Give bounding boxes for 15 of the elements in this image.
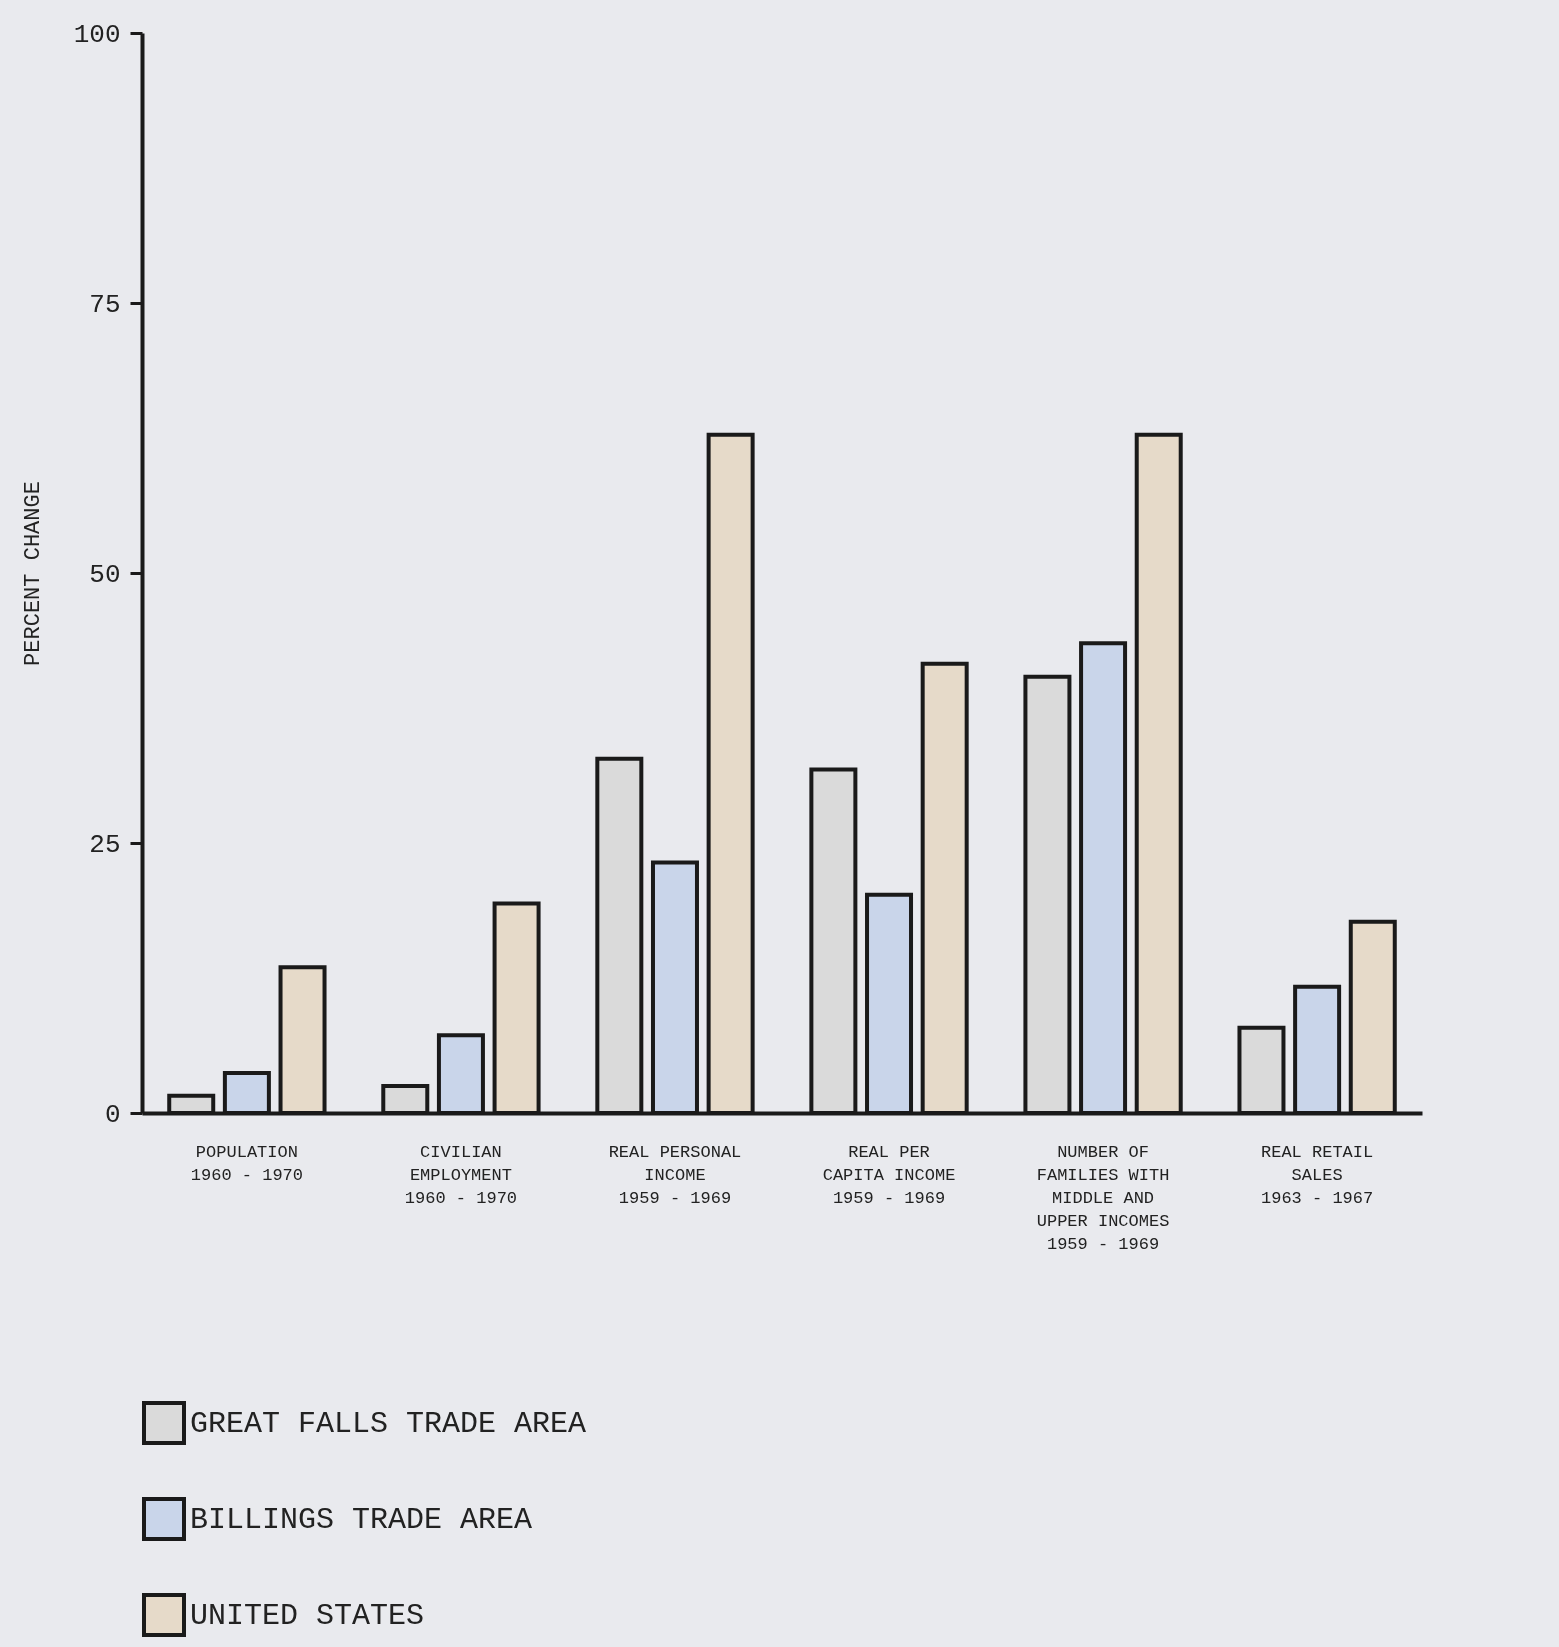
x-tick-label: CIVILIAN EMPLOYMENT 1960 - 1970 (404, 1142, 518, 1208)
x-tick-label: REAL RETAIL SALES 1963 - 1967 (1261, 1142, 1374, 1208)
legend-label: BILLINGS TRADE AREA (190, 1503, 533, 1537)
y-tick-label: 25 (89, 829, 121, 860)
x-tick-label: POPULATION 1960 - 1970 (190, 1142, 303, 1185)
y-axis-title: PERCENT CHANGE (20, 481, 46, 666)
legend-label: UNITED STATES (190, 1599, 425, 1633)
y-tick-label: 50 (89, 559, 121, 590)
x-tick-label: NUMBER OF FAMILIES WITH MIDDLE AND UPPER INCOMES 1959 - 1969 (1036, 1142, 1170, 1254)
x-tick-label: REAL PERSONAL INCOME 1959 - 1969 (608, 1142, 742, 1208)
x-tick-label: REAL PER CAPITA INCOME 1959 - 1969 (822, 1142, 956, 1208)
y-tick-label: 75 (89, 289, 121, 320)
y-tick-label: 100 (73, 19, 121, 50)
legend-label: GREAT FALLS TRADE AREA (190, 1407, 587, 1441)
y-tick-label: 0 (104, 1099, 121, 1130)
